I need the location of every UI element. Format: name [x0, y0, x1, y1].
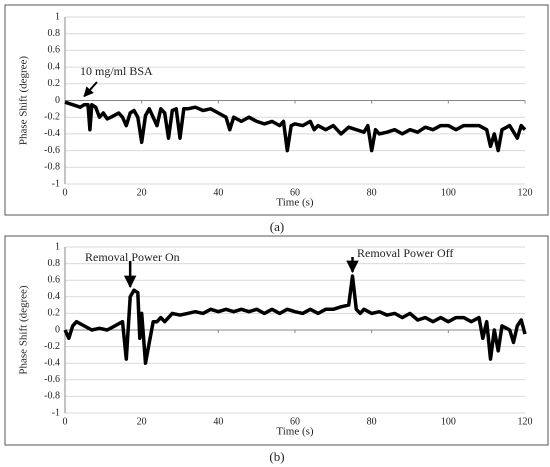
y-tick-label: 0.8	[48, 28, 61, 39]
x-tick-label: 20	[137, 187, 147, 198]
x-axis-title: Time (s)	[276, 426, 314, 438]
y-axis-title: Phase Shift (degree)	[18, 56, 30, 146]
x-tick-label: 80	[367, 187, 377, 198]
x-tick-label: 20	[137, 416, 147, 427]
y-tick-label: 1	[55, 11, 60, 22]
y-tick-label: -0.6	[44, 145, 60, 156]
annotation: Removal Power On	[85, 250, 180, 264]
panel-frame	[4, 4, 549, 216]
y-tick-label: -0.4	[44, 128, 60, 139]
y-axis-title: Phase Shift (degree)	[18, 285, 30, 375]
x-tick-label: 100	[441, 416, 456, 427]
x-tick-label: 100	[441, 187, 456, 198]
x-tick-label: 0	[63, 416, 68, 427]
y-tick-label: 0.6	[48, 45, 61, 56]
panel-frame	[4, 235, 549, 446]
y-tick-label: 0.2	[48, 78, 61, 89]
y-tick-label: -0.8	[44, 162, 60, 173]
x-tick-label: 120	[518, 187, 533, 198]
x-tick-label: 60	[290, 187, 300, 198]
x-tick-label: 120	[518, 416, 533, 427]
y-tick-label: 0.4	[48, 291, 61, 302]
y-tick-label: 0	[55, 324, 60, 335]
x-tick-label: 80	[367, 416, 377, 427]
y-tick-label: 0.4	[48, 61, 61, 72]
annotation: Removal Power Off	[357, 246, 453, 260]
y-tick-label: -0.2	[44, 341, 60, 352]
y-tick-label: 0	[55, 95, 60, 106]
data-line	[63, 274, 527, 365]
panel-caption: (b)	[269, 449, 284, 464]
x-tick-label: 60	[290, 416, 300, 427]
y-tick-label: -0.6	[44, 374, 60, 385]
x-tick-label: 0	[63, 187, 68, 198]
y-tick-label: 0.6	[48, 274, 61, 285]
x-tick-label: 40	[213, 416, 223, 427]
x-tick-label: 40	[213, 187, 223, 198]
panel-caption: (a)	[270, 219, 284, 234]
y-tick-label: -0.4	[44, 357, 60, 368]
y-tick-label: -0.2	[44, 111, 60, 122]
y-tick-label: -1	[52, 407, 60, 418]
y-tick-label: 0.8	[48, 258, 61, 269]
x-axis-title: Time (s)	[276, 197, 314, 209]
y-tick-label: -1	[52, 178, 60, 189]
annotation: 10 mg/ml BSA	[80, 64, 153, 78]
data-line	[64, 100, 527, 153]
y-tick-label: 0.2	[48, 308, 61, 319]
annotation-arrow	[83, 81, 98, 98]
y-tick-label: -0.8	[44, 391, 60, 402]
y-tick-label: 1	[55, 241, 60, 252]
